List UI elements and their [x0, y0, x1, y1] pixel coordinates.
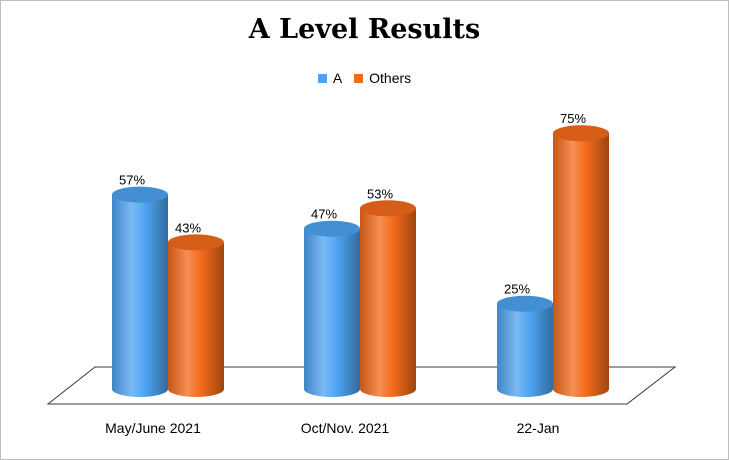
bar-body — [168, 242, 224, 397]
chart-legend: A Others — [0, 70, 729, 86]
legend-label-a: A — [332, 70, 343, 86]
bar-top — [168, 234, 224, 251]
category-label: Oct/Nov. 2021 — [301, 420, 390, 436]
bar-body — [304, 228, 360, 397]
bar-a-0 — [112, 186, 168, 397]
legend-item-a: A — [317, 70, 343, 86]
bar-a-1 — [304, 220, 360, 397]
bar-top — [497, 295, 553, 312]
bar-body — [112, 194, 168, 397]
bar-body — [360, 208, 416, 397]
data-label: 57% — [119, 173, 145, 188]
bar-top — [553, 125, 609, 142]
legend-swatch-others — [354, 73, 364, 83]
bar-top — [112, 186, 168, 203]
data-label: 25% — [504, 282, 530, 297]
category-labels: May/June 2021 Oct/Nov. 2021 22-Jan — [105, 420, 559, 436]
bar-others-2 — [553, 125, 609, 397]
legend-label-others: Others — [369, 70, 412, 86]
bars-group: 57% 43% 47% 53% 25% 75% — [112, 111, 609, 397]
bar-top — [360, 200, 416, 217]
bar-a-2 — [497, 295, 553, 397]
legend-swatch-a — [317, 73, 327, 83]
category-label: 22-Jan — [517, 420, 560, 436]
bar-others-1 — [360, 200, 416, 397]
data-label: 43% — [175, 220, 201, 235]
bar-others-0 — [168, 234, 224, 397]
bar-top — [304, 220, 360, 237]
data-label: 47% — [311, 207, 337, 222]
category-label: May/June 2021 — [105, 420, 201, 436]
data-label: 75% — [560, 111, 586, 126]
bar-body — [553, 133, 609, 397]
chart-title: A Level Results — [248, 14, 481, 45]
legend-item-others: Others — [354, 70, 411, 86]
bar-body — [497, 303, 553, 397]
data-label: 53% — [367, 186, 393, 201]
